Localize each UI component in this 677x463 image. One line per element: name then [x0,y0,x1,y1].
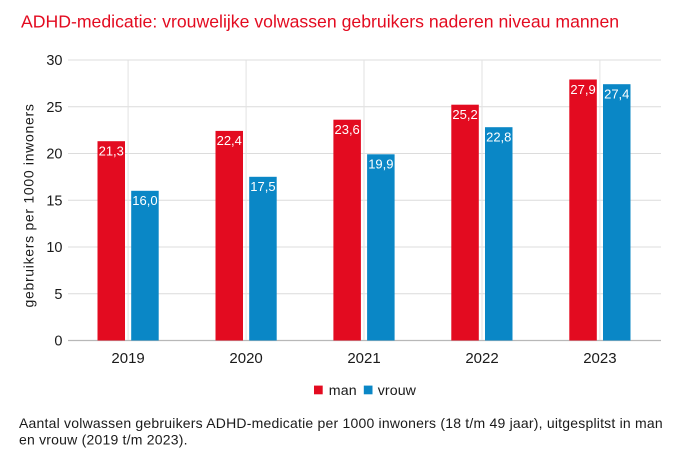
svg-text:22,8: 22,8 [486,130,511,145]
svg-text:25: 25 [46,100,62,116]
svg-text:gebruikers per 1000 inwoners: gebruikers per 1000 inwoners [21,103,37,307]
svg-text:2023: 2023 [583,350,616,367]
svg-text:21,3: 21,3 [99,144,124,159]
svg-text:man: man [329,383,357,399]
svg-text:Aantal volwassen gebruikers AD: Aantal volwassen gebruikers ADHD-medicat… [19,415,663,431]
svg-text:27,4: 27,4 [604,87,629,102]
svg-text:en vrouw (2019 t/m 2023).: en vrouw (2019 t/m 2023). [19,432,188,448]
svg-text:20: 20 [46,147,62,163]
svg-text:2022: 2022 [465,350,498,367]
svg-text:27,9: 27,9 [570,82,595,97]
svg-text:ADHD-medicatie: vrouwelijke vo: ADHD-medicatie: vrouwelijke volwassen ge… [21,12,619,32]
svg-text:22,4: 22,4 [217,133,242,148]
svg-text:25,2: 25,2 [452,107,477,122]
svg-text:2020: 2020 [229,350,262,367]
svg-text:vrouw: vrouw [378,383,417,399]
svg-text:5: 5 [54,287,62,303]
svg-text:15: 15 [46,194,62,210]
svg-text:10: 10 [46,240,62,256]
svg-text:16,0: 16,0 [132,193,157,208]
svg-text:19,9: 19,9 [368,157,393,172]
svg-text:2021: 2021 [347,350,380,367]
svg-text:0: 0 [54,334,62,350]
svg-text:30: 30 [46,53,62,69]
svg-text:17,5: 17,5 [250,179,275,194]
svg-text:23,6: 23,6 [334,122,359,137]
svg-text:2019: 2019 [111,350,144,367]
